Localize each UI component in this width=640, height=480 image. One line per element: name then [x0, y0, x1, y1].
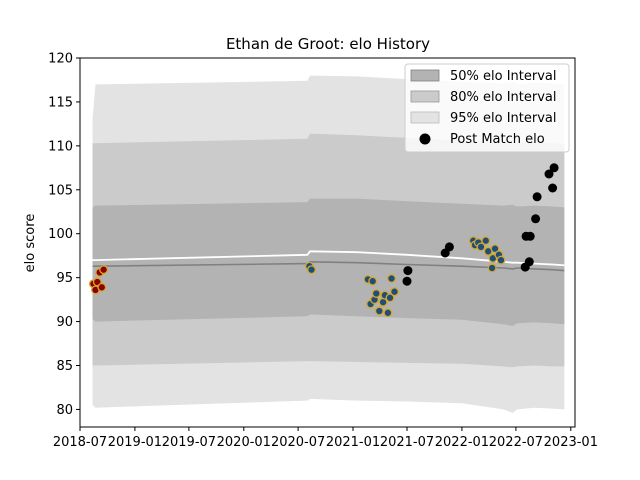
legend-swatch-50	[410, 69, 440, 82]
elo-point-group-b	[371, 289, 381, 298]
y-tick-label: 95	[56, 271, 73, 286]
x-tick-label: 2020-07	[271, 435, 325, 450]
x-axis: 2018-07 2019-01 2019-07 2020-01 2020-07 2021-…	[53, 427, 598, 450]
legend-label-50: 50% elo Interval	[450, 69, 557, 84]
x-tick-label: 2021-01	[326, 435, 380, 450]
y-tick-label: 85	[56, 359, 73, 374]
y-tick-label: 105	[48, 183, 73, 198]
elo-point-group-b	[307, 265, 316, 275]
legend-swatch-80	[410, 90, 440, 103]
mean-elo-line	[92, 250, 565, 267]
elo-point-group-b	[387, 274, 396, 283]
axes-frame	[79, 57, 576, 428]
x-tick-label: 2020-01	[217, 435, 271, 450]
y-tick-label: 115	[48, 95, 73, 110]
post-match-elo-point	[525, 231, 535, 241]
post-match-elo-point	[524, 257, 534, 267]
elo-point-group-a	[97, 282, 107, 292]
x-tick-label: 2021-07	[380, 435, 434, 450]
x-tick-label: 2023-01	[544, 435, 598, 450]
elo-point-group-b	[490, 244, 500, 254]
y-tick-label: 120	[48, 52, 73, 67]
elo-point-group-b	[390, 287, 399, 297]
post-match-elo-point	[532, 192, 542, 202]
elo-point-group-b	[383, 308, 393, 318]
legend-marker-post-match	[419, 133, 431, 145]
x-tick-label: 2022-01	[435, 435, 489, 450]
y-tick-label: 100	[48, 227, 73, 242]
legend-label-95: 95% elo Interval	[450, 111, 557, 126]
plot-area	[88, 75, 565, 413]
x-tick-label: 2019-01	[108, 435, 162, 450]
chart-title: Ethan de Groot: elo History	[226, 35, 430, 53]
y-tick-label: 90	[56, 315, 73, 330]
elo-point-group-b	[487, 263, 497, 273]
elo-point-group-b	[476, 242, 486, 252]
post-match-elo-point	[544, 169, 554, 179]
post-match-elo-point	[444, 242, 454, 252]
post-match-elo-point	[549, 163, 559, 173]
x-tick-label: 2022-07	[489, 435, 543, 450]
legend-label-80: 80% elo Interval	[450, 90, 557, 105]
post-match-elo-point	[548, 183, 558, 193]
elo-point-group-a	[99, 265, 109, 275]
legend-box	[404, 63, 570, 153]
elo-point-group-b	[481, 236, 491, 246]
legend: 50% elo Interval 80% elo Interval 95% el…	[404, 63, 570, 153]
post-match-elo-point	[531, 214, 541, 224]
legend-swatch-95	[410, 111, 440, 124]
x-tick-label: 2018-07	[53, 435, 107, 450]
x-tick-label: 2019-07	[162, 435, 216, 450]
elo-point-group-b	[496, 255, 506, 265]
legend-label-post-match: Post Match elo	[450, 132, 545, 147]
post-match-elo-point	[403, 266, 413, 276]
y-tick-label: 110	[48, 139, 73, 154]
post-match-elo-point	[402, 276, 412, 286]
elo-point-group-b	[385, 293, 395, 303]
y-tick-label: 80	[56, 403, 73, 418]
elo-point-group-b	[368, 276, 378, 286]
elo-point-group-b	[374, 306, 384, 316]
y-axis-label: elo score	[23, 214, 38, 273]
y-axis: 80 85 90 95 100 105 110 115 120	[48, 52, 80, 418]
